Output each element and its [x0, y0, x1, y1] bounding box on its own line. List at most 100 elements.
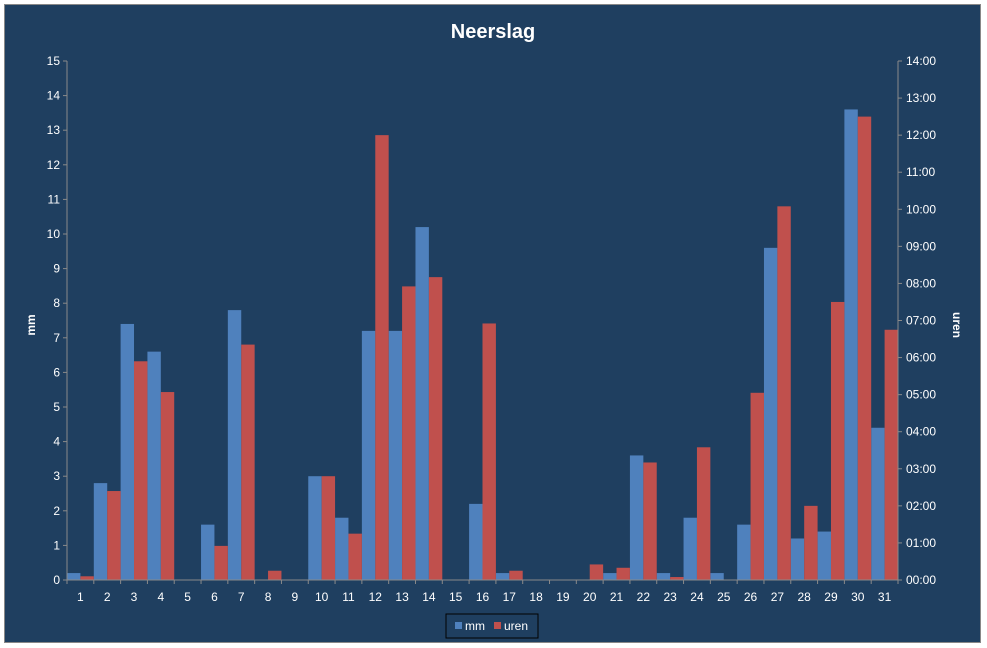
y-tick-label: 3 — [53, 469, 60, 483]
y-tick-label: 4 — [53, 435, 60, 449]
y2-axis-title: uren — [950, 312, 964, 338]
x-tick-label: 20 — [583, 590, 597, 604]
x-tick-label: 30 — [851, 590, 865, 604]
y-tick-label: 9 — [53, 262, 60, 276]
x-tick-label: 28 — [797, 590, 811, 604]
x-tick-label: 18 — [529, 590, 543, 604]
x-tick-label: 26 — [744, 590, 758, 604]
y2-tick-label: 08:00 — [906, 276, 936, 290]
plot-area — [67, 109, 898, 581]
y2-tick-label: 00:00 — [906, 573, 936, 587]
y2-tick-label: 02:00 — [906, 499, 936, 513]
bar-uren-23 — [670, 577, 684, 580]
x-tick-label: 13 — [395, 590, 409, 604]
y-axis-title: mm — [24, 314, 38, 335]
x-tick-label: 25 — [717, 590, 731, 604]
bar-uren-2 — [107, 491, 121, 580]
y-tick-label: 10 — [47, 227, 61, 241]
bar-mm-1 — [67, 573, 81, 580]
bar-uren-21 — [616, 567, 630, 580]
y-tick-label: 11 — [48, 192, 61, 206]
x-tick-label: 7 — [238, 590, 245, 604]
y-tick-label: 1 — [53, 538, 60, 552]
bar-mm-13 — [388, 330, 403, 580]
legend-swatch-uren — [494, 622, 501, 629]
y2-tick-label: 05:00 — [906, 388, 936, 402]
y2-tick-label: 06:00 — [906, 351, 936, 365]
bar-uren-10 — [321, 476, 336, 580]
bar-mm-26 — [737, 524, 751, 580]
bar-uren-31 — [884, 329, 898, 580]
bar-uren-26 — [750, 392, 764, 580]
y-tick-label: 8 — [53, 296, 60, 310]
y2-tick-label: 09:00 — [906, 239, 936, 253]
x-tick-label: 4 — [157, 590, 164, 604]
bar-mm-16 — [469, 503, 483, 580]
y2-tick-label: 10:00 — [906, 202, 936, 216]
bar-uren-24 — [696, 447, 711, 580]
x-tick-label: 9 — [292, 590, 299, 604]
bar-uren-30 — [857, 116, 872, 581]
bar-uren-16 — [482, 323, 496, 580]
bar-mm-11 — [335, 517, 349, 580]
y-tick-label: 15 — [47, 54, 61, 68]
y-tick-label: 6 — [53, 365, 60, 379]
y2-tick-label: 07:00 — [906, 314, 936, 328]
bar-uren-1 — [80, 576, 94, 580]
bar-uren-13 — [402, 286, 416, 580]
x-tick-label: 19 — [556, 590, 570, 604]
x-tick-label: 29 — [824, 590, 838, 604]
bar-uren-4 — [160, 392, 175, 580]
x-tick-label: 2 — [104, 590, 111, 604]
y-tick-label: 14 — [47, 89, 61, 103]
y-tick-label: 5 — [53, 400, 60, 414]
x-tick-label: 16 — [476, 590, 490, 604]
y-tick-label: 0 — [53, 573, 60, 587]
legend: mm uren — [445, 613, 539, 639]
y-tick-label: 12 — [47, 158, 61, 172]
bar-mm-23 — [656, 573, 671, 580]
bar-uren-20 — [589, 564, 604, 580]
x-tick-label: 1 — [77, 590, 84, 604]
chart-svg: Neerslag 012345678910111213141500:0001:0… — [24, 21, 964, 639]
x-tick-label: 24 — [690, 590, 704, 604]
x-tick-label: 21 — [610, 590, 624, 604]
y2-tick-label: 03:00 — [906, 462, 936, 476]
y-tick-label: 7 — [53, 331, 60, 345]
legend-label-mm: mm — [465, 619, 485, 633]
chart-title: Neerslag — [451, 21, 536, 43]
x-tick-label: 27 — [771, 590, 785, 604]
x-tick-label: 10 — [315, 590, 329, 604]
x-tick-label: 22 — [637, 590, 651, 604]
x-tick-label: 31 — [878, 590, 892, 604]
bar-uren-29 — [830, 301, 845, 580]
y2-tick-label: 11:00 — [906, 165, 935, 179]
bar-uren-28 — [804, 505, 818, 580]
x-tick-label: 23 — [663, 590, 677, 604]
bar-uren-7 — [241, 344, 255, 580]
bar-mm-14 — [415, 227, 429, 580]
bar-mm-22 — [629, 455, 644, 580]
axes: 012345678910111213141500:0001:0002:0003:… — [47, 54, 937, 604]
y2-tick-label: 01:00 — [906, 536, 936, 550]
bar-uren-12 — [375, 135, 389, 580]
x-tick-label: 5 — [184, 590, 191, 604]
y2-tick-label: 12:00 — [906, 128, 936, 142]
bar-uren-8 — [268, 570, 282, 580]
bar-mm-10 — [308, 476, 322, 580]
y-tick-label: 13 — [47, 123, 61, 137]
bar-mm-30 — [844, 109, 858, 580]
y2-tick-label: 14:00 — [906, 54, 936, 68]
chart-frame: Neerslag 0 1 2 3 4 5 6 7 8 9 10 11 12 13 14 15 00:00 01:0… — [4, 4, 981, 643]
bar-uren-17 — [509, 570, 523, 580]
bar-uren-14 — [428, 277, 443, 580]
bar-mm-31 — [871, 427, 885, 580]
legend-swatch-mm — [455, 622, 462, 629]
bar-uren-27 — [777, 206, 791, 580]
legend-label-uren: uren — [504, 619, 528, 633]
bar-mm-21 — [603, 573, 617, 580]
x-tick-label: 11 — [342, 590, 355, 604]
x-tick-label: 6 — [211, 590, 218, 604]
legend-box — [445, 613, 539, 639]
x-tick-label: 3 — [131, 590, 138, 604]
